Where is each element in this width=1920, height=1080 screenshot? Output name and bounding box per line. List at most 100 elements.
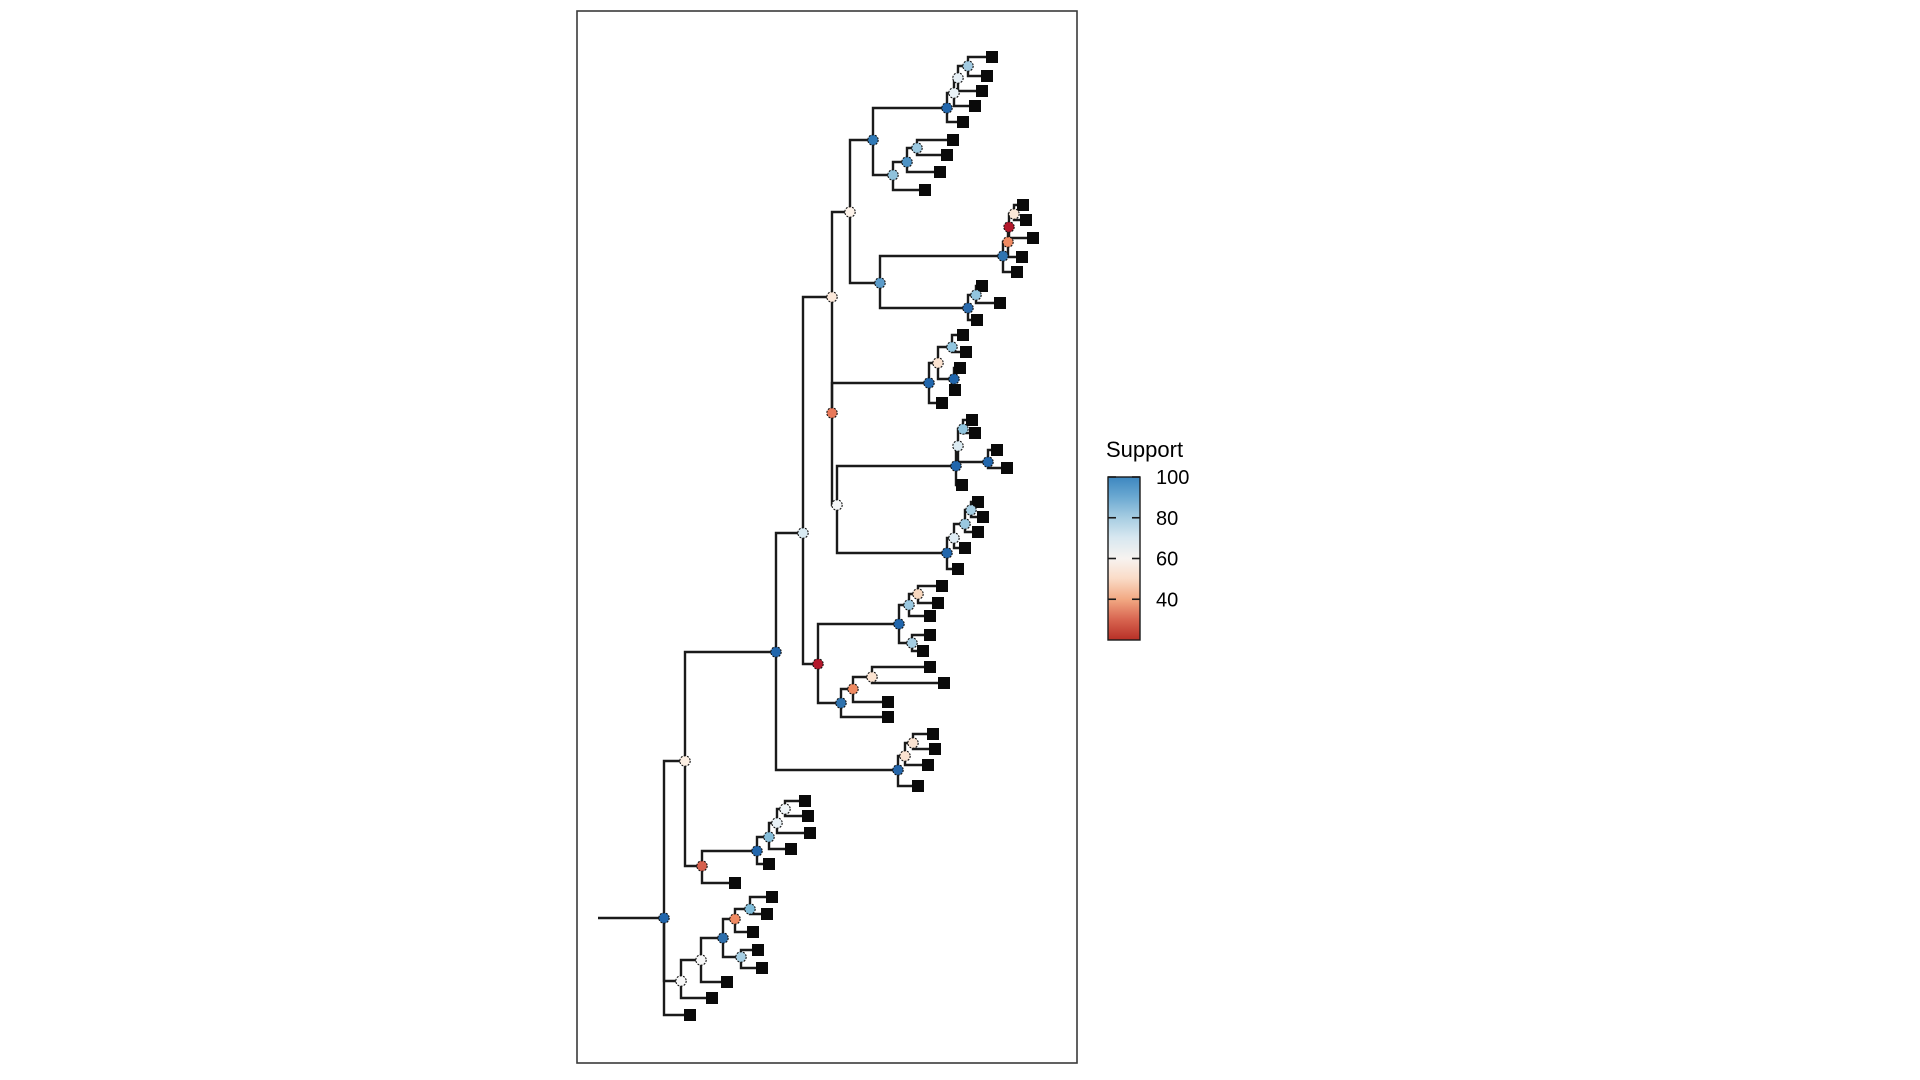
tip-square [684, 1009, 696, 1021]
tip-square [766, 891, 778, 903]
internal-node [797, 527, 809, 539]
legend-tick-label: 60 [1156, 549, 1178, 571]
internal-node [893, 618, 905, 630]
tip-square [1001, 462, 1013, 474]
tree-edge [830, 210, 850, 297]
tip-square [969, 427, 981, 439]
internal-node [679, 755, 691, 767]
tip-square [919, 184, 931, 196]
legend-tick-label: 100 [1156, 467, 1189, 489]
internal-node [744, 903, 756, 915]
internal-node [696, 860, 708, 872]
tip-square [934, 166, 946, 178]
tip-square [949, 384, 961, 396]
internal-node [907, 737, 919, 749]
tip-square [917, 645, 929, 657]
tip-square [941, 149, 953, 161]
internal-node [982, 456, 994, 468]
internal-node [901, 156, 913, 168]
tip-square [1020, 214, 1032, 226]
internal-node [959, 518, 971, 530]
internal-node [948, 532, 960, 544]
internal-node [763, 831, 775, 843]
tip-square [936, 580, 948, 592]
tree-edge [878, 254, 1003, 283]
internal-node [729, 913, 741, 925]
tip-square [976, 280, 988, 292]
tree-edge [835, 505, 947, 555]
internal-node [912, 588, 924, 600]
tree-edge [721, 938, 741, 959]
tip-square [976, 85, 988, 97]
internal-node [997, 250, 1009, 262]
internal-node [695, 954, 707, 966]
tree-edge [662, 759, 685, 918]
tip-square [804, 827, 816, 839]
internal-node [771, 817, 783, 829]
tree-edge [679, 958, 701, 981]
tree-edge [835, 464, 956, 505]
tip-square [1016, 251, 1028, 263]
internal-node [826, 407, 838, 419]
tip-squares [684, 51, 1039, 1021]
internal-node [941, 547, 953, 559]
internal-node [847, 683, 859, 695]
tip-square [932, 597, 944, 609]
internal-node [770, 646, 782, 658]
tip-square [977, 511, 989, 523]
internal-node [735, 951, 747, 963]
legend-title: Support [1106, 437, 1183, 462]
support-legend: Support 100 80 60 40 [1106, 437, 1189, 641]
tip-square [922, 759, 934, 771]
tree-edge [699, 936, 723, 960]
internal-node [970, 289, 982, 301]
internal-node [948, 373, 960, 385]
tip-square [929, 743, 941, 755]
internal-node [952, 440, 964, 452]
tip-square [936, 397, 948, 409]
legend-tick-label: 80 [1156, 508, 1178, 530]
tip-square [954, 362, 966, 374]
tip-square [956, 479, 968, 491]
internal-node [826, 291, 838, 303]
tip-square [756, 962, 768, 974]
legend-tick-label: 40 [1156, 589, 1178, 611]
tip-square [924, 661, 936, 673]
tree-edge [683, 761, 702, 868]
tip-square [959, 542, 971, 554]
tip-square [706, 992, 718, 1004]
tip-square [947, 134, 959, 146]
internal-node [658, 912, 670, 924]
internal-node [717, 932, 729, 944]
tree-edge [848, 138, 873, 212]
internal-node [1002, 236, 1014, 248]
tip-square [994, 297, 1006, 309]
tip-square [969, 100, 981, 112]
internal-node [906, 637, 918, 649]
tip-square [960, 346, 972, 358]
internal-nodes [658, 60, 1020, 987]
internal-node [866, 671, 878, 683]
tip-square [1017, 199, 1029, 211]
internal-node [957, 423, 969, 435]
internal-node [965, 504, 977, 516]
internal-node [911, 142, 923, 154]
tree-edge [662, 918, 690, 1017]
internal-node [751, 845, 763, 857]
internal-node [903, 599, 915, 611]
tip-square [785, 843, 797, 855]
tree-edge [816, 622, 899, 664]
tree-edge [830, 381, 929, 413]
internal-node [779, 803, 791, 815]
tip-square [938, 677, 950, 689]
tree-edge [699, 960, 727, 984]
tip-square [761, 908, 773, 920]
tree-edge [801, 295, 832, 533]
tip-square [729, 877, 741, 889]
tip-square [752, 944, 764, 956]
internal-node [892, 764, 904, 776]
plot-panel-border [576, 10, 1078, 1064]
internal-node [844, 206, 856, 218]
internal-node [899, 750, 911, 762]
